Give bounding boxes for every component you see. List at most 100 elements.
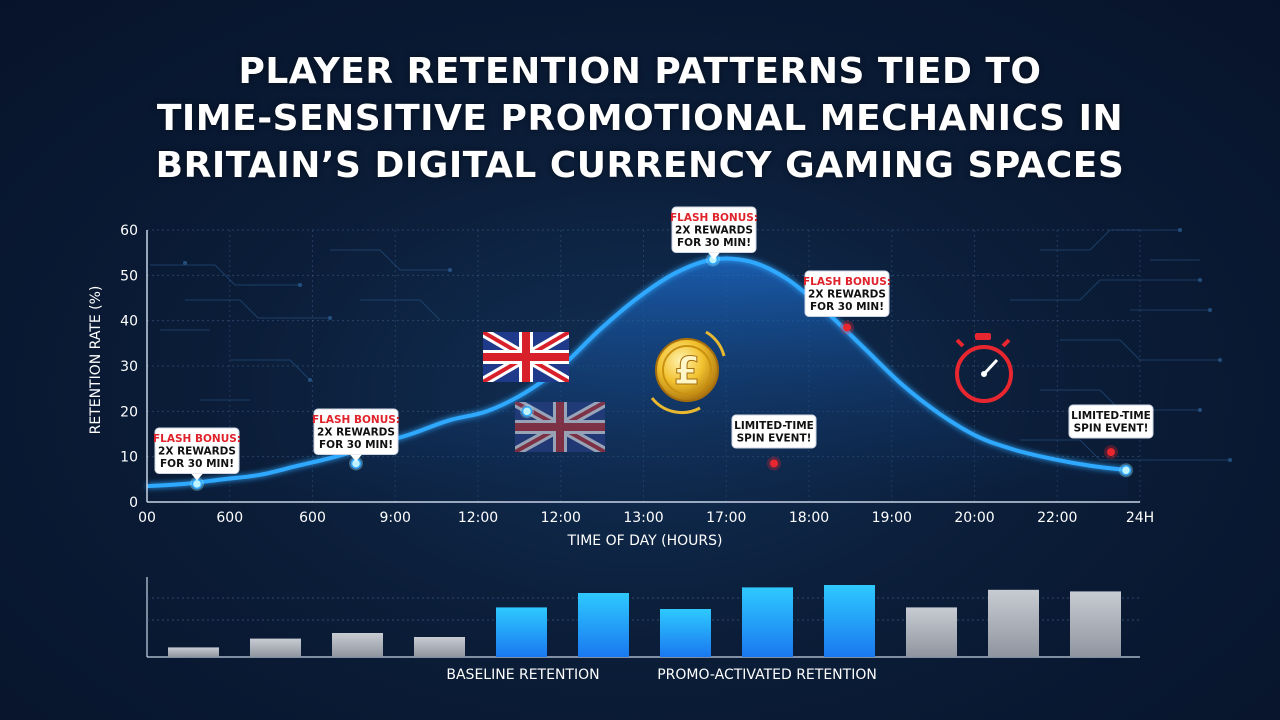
y-tick-label: 0 — [129, 495, 138, 511]
x-tick-label: 12:00 — [458, 510, 498, 526]
x-tick-label: 18:00 — [789, 510, 829, 526]
callout-box — [1068, 404, 1154, 439]
callout-text: 2X REWARDS — [808, 289, 886, 301]
x-tick-label: 19:00 — [872, 510, 912, 526]
callout-text: FLASH BONUS: — [312, 414, 400, 426]
callout-text: LIMITED-TIME — [734, 420, 814, 432]
circuit-node — [1228, 458, 1232, 462]
circuit-trace — [1040, 229, 1180, 251]
callout-pointer — [350, 454, 362, 462]
event-markers — [767, 320, 1118, 471]
callout-pointer — [191, 473, 203, 481]
bar — [168, 647, 219, 657]
x-tick-label: 17:00 — [706, 510, 746, 526]
callout-text: 2X REWARDS — [158, 446, 236, 458]
retention-line — [146, 256, 1129, 489]
y-axis-label: RETENTION RATE (%) — [88, 286, 104, 435]
bar — [414, 637, 465, 657]
callout-text: FOR 30 MIN! — [677, 237, 751, 249]
callout-text: 2X REWARDS — [317, 427, 395, 439]
bar — [332, 633, 383, 657]
circuit-trace — [1040, 389, 1200, 411]
x-tick-label: 20:00 — [954, 510, 994, 526]
x-tick-label: 24H — [1126, 510, 1154, 526]
circuit-node — [1218, 358, 1222, 362]
circuit-node — [328, 316, 332, 320]
circuit-trace — [330, 249, 450, 271]
y-tick-label: 50 — [120, 268, 138, 284]
circuit-node — [1198, 408, 1202, 412]
legend-promo: PROMO-ACTIVATED RETENTION — [657, 667, 877, 683]
callout-text: FOR 30 MIN! — [319, 439, 393, 451]
callout-box — [731, 414, 817, 449]
highlight-point — [191, 478, 203, 490]
bar — [742, 587, 793, 657]
circuit-trace — [360, 299, 441, 321]
bar — [660, 609, 711, 657]
x-tick-label: 600 — [216, 510, 243, 526]
circuit-trace — [185, 299, 330, 319]
bar — [824, 585, 875, 657]
pound-coin-icon: £ — [650, 330, 726, 415]
title-line-1: PLAYER RETENTION PATTERNS TIED TO — [238, 51, 1042, 92]
callout-text: FOR 30 MIN! — [160, 458, 234, 470]
bar-series — [168, 585, 1121, 657]
callout-text: 2X REWARDS — [675, 225, 753, 237]
circuit-node — [308, 378, 312, 382]
x-tick-labels: 00 600 600 9:00 12:00 12:00 13:00 17:00 18:00 19:… — [138, 510, 1154, 526]
stopwatch-icon — [955, 333, 1013, 403]
y-tick-label: 30 — [120, 359, 138, 375]
callout-text: FLASH BONUS: — [153, 433, 241, 445]
callout-box — [804, 270, 890, 317]
circuit-node — [298, 283, 302, 287]
callout-text: FLASH BONUS: — [803, 276, 891, 288]
y-tick-labels: 0 10 20 30 40 50 60 — [120, 223, 138, 511]
bar — [988, 589, 1039, 657]
y-tick-label: 20 — [120, 404, 138, 420]
circuit-node — [1208, 308, 1212, 312]
x-tick-label: 13:00 — [623, 510, 663, 526]
bar — [496, 607, 547, 657]
legend-baseline: BASELINE RETENTION — [446, 667, 599, 683]
circuit-trace — [230, 359, 311, 381]
circuit-node — [183, 261, 187, 265]
callout-text: SPIN EVENT! — [737, 433, 812, 445]
circuit-trace — [1020, 439, 1230, 461]
circuit-node — [448, 268, 452, 272]
uk-flag-icon — [483, 332, 569, 382]
callout-pointer — [708, 252, 720, 260]
event-marker — [843, 323, 851, 332]
circuit-node — [1198, 278, 1202, 282]
callout-text: SPIN EVENT! — [1074, 423, 1149, 435]
callout-text: FLASH BONUS: — [670, 212, 758, 224]
callout-text: FOR 30 MIN! — [810, 301, 884, 313]
circuit-trace — [1060, 339, 1220, 361]
highlight-point — [521, 406, 533, 417]
circuit-trace — [150, 264, 300, 286]
event-marker — [1107, 448, 1115, 457]
bar — [906, 607, 957, 657]
chart-title: PLAYER RETENTION PATTERNS TIED TO TIME-S… — [0, 48, 1280, 189]
highlight-point — [1120, 465, 1132, 476]
callout-text: LIMITED-TIME — [1071, 410, 1151, 422]
bar — [578, 593, 629, 657]
y-tick-label: 40 — [120, 314, 138, 330]
x-tick-label: 12:00 — [541, 510, 581, 526]
svg-text:£: £ — [674, 349, 700, 393]
bar — [250, 638, 301, 657]
circuit-node — [1178, 228, 1182, 232]
x-axis-label: TIME OF DAY (HOURS) — [567, 533, 723, 549]
event-marker — [770, 459, 778, 468]
x-tick-label: 22:00 — [1037, 510, 1077, 526]
x-tick-label: 600 — [299, 510, 326, 526]
x-tick-label: 00 — [138, 510, 156, 526]
x-tick-label: 9:00 — [380, 510, 411, 526]
